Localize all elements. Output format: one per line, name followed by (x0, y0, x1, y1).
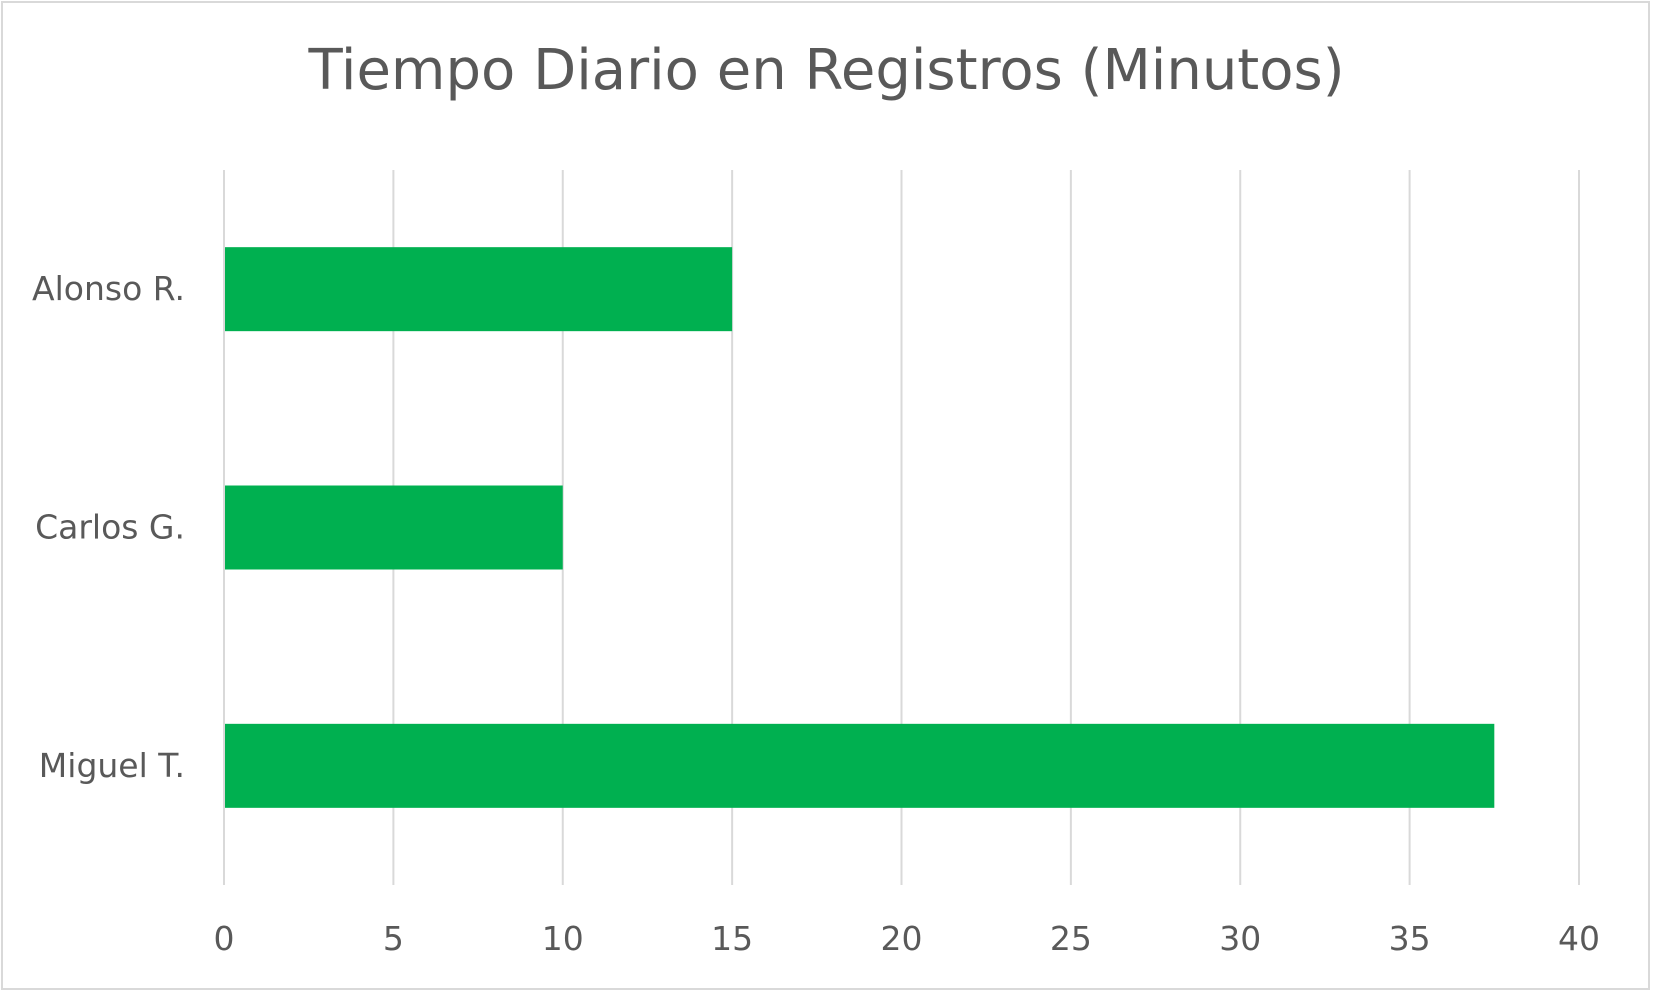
x-tick-label-10: 10 (542, 919, 584, 958)
bar-miguel-t (225, 723, 1495, 808)
x-tick-label-20: 20 (881, 919, 923, 958)
bar-alonso-r (225, 247, 733, 332)
bars (225, 247, 1495, 808)
x-tick-label-35: 35 (1389, 919, 1431, 958)
category-label: Carlos G. (35, 508, 185, 547)
x-tick-label-40: 40 (1558, 919, 1600, 958)
category-labels: Alonso R. Carlos G. Miguel T. (32, 269, 185, 785)
x-tick-label-15: 15 (711, 919, 753, 958)
x-tick-label-0: 0 (214, 919, 235, 958)
x-tick-labels: 0 5 10 15 20 25 30 35 40 (214, 919, 1601, 958)
x-tick-label-30: 30 (1219, 919, 1261, 958)
x-tick-label-25: 25 (1050, 919, 1092, 958)
category-label: Miguel T. (39, 746, 185, 785)
chart-title: Tiempo Diario en Registros (Minutos) (308, 38, 1345, 103)
x-tick-label-5: 5 (383, 919, 404, 958)
bar-carlos-g (225, 485, 563, 570)
category-label: Alonso R. (32, 269, 185, 308)
